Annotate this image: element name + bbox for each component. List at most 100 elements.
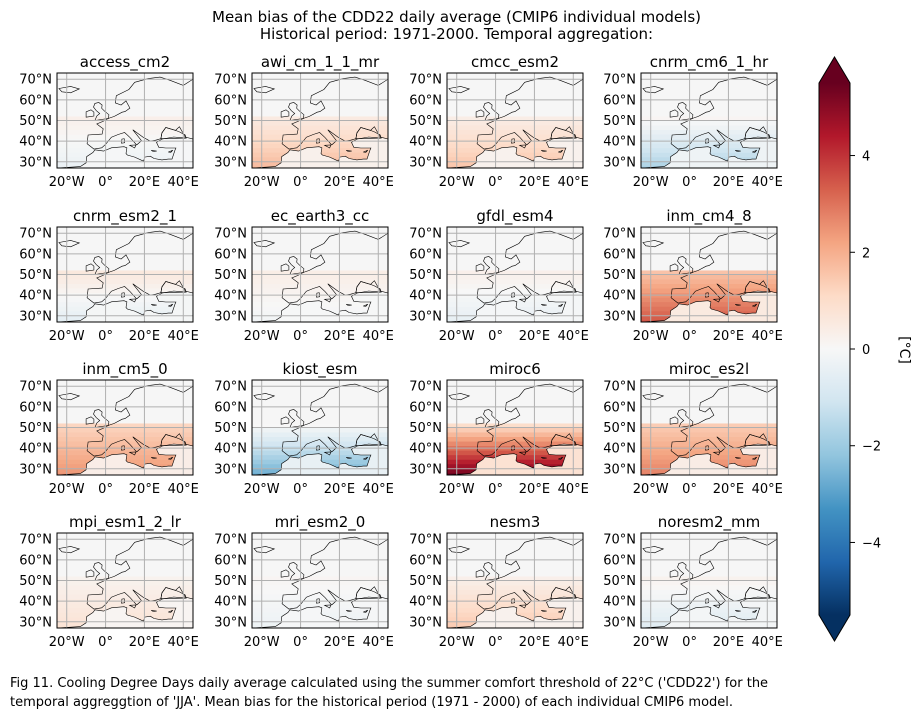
coastline <box>752 456 758 460</box>
coastline <box>744 434 771 447</box>
coastline <box>735 150 741 152</box>
lat-tick-label: 50°N <box>214 114 247 129</box>
map-panel: inm_cm4_8 30°N 40°N 50°N 60°N 70°N 20°W 0° 20°E 4… <box>603 207 783 344</box>
coastline <box>511 445 515 451</box>
colorbar-body <box>819 83 850 615</box>
coastline <box>744 587 771 600</box>
coastline <box>93 102 110 121</box>
map-panel: mri_esm2_0 30°N 40°N 50°N 60°N 70°N 20°W 0° 20°E… <box>214 513 394 650</box>
panel-title: gfdl_esm4 <box>476 207 553 226</box>
coastline <box>346 304 352 306</box>
lat-tick-label: 30°N <box>603 615 636 630</box>
coastline <box>288 409 305 428</box>
bias-band <box>447 274 583 281</box>
lat-tick-label: 30°N <box>409 462 442 477</box>
coastline <box>280 416 290 425</box>
bias-band <box>252 599 388 605</box>
coastline <box>86 536 193 610</box>
coastline <box>85 263 95 272</box>
lon-tick-label: 40°E <box>363 482 394 497</box>
lat-tick-label: 60°N <box>409 93 442 108</box>
lat-tick-label: 30°N <box>214 462 247 477</box>
lon-tick-label: 20°W <box>244 635 280 650</box>
coastline <box>511 292 515 298</box>
coastline <box>160 434 187 447</box>
bias-band <box>447 143 583 149</box>
coastline <box>121 292 125 298</box>
lon-tick-label: 20°W <box>244 175 280 190</box>
coastline <box>253 240 276 248</box>
bias-band <box>641 293 777 299</box>
panel-title: inm_cm4_8 <box>666 207 751 226</box>
lat-tick-label: 60°N <box>603 93 636 108</box>
panel-map-area <box>641 227 777 322</box>
panel-frame <box>446 532 584 629</box>
lon-tick-label: 20°W <box>439 175 475 190</box>
coastline <box>363 609 369 613</box>
coastline <box>550 434 577 447</box>
lat-tick-label: 60°N <box>214 247 247 262</box>
coastline <box>448 86 471 94</box>
lon-tick-label: 40°E <box>363 175 394 190</box>
coastline <box>541 150 547 152</box>
coastline <box>550 281 577 294</box>
coastline <box>316 445 320 451</box>
coastline <box>670 230 777 304</box>
coastline <box>316 138 320 144</box>
lon-tick-label: 0° <box>488 175 503 190</box>
lat-tick-label: 40°N <box>409 135 442 150</box>
coastline <box>151 457 157 459</box>
africa-region <box>57 137 193 168</box>
coastline <box>323 604 332 609</box>
panel-frame <box>56 532 194 629</box>
panel-frame <box>251 226 389 323</box>
bias-band <box>57 450 193 456</box>
lat-tick-label: 30°N <box>214 309 247 324</box>
colorbar-tick-label: 0 <box>862 343 870 358</box>
bias-band <box>57 585 193 591</box>
lat-tick-label: 40°N <box>409 442 442 457</box>
coastline <box>669 569 679 578</box>
coastline <box>705 292 709 298</box>
bias-band <box>447 576 583 582</box>
bias-band <box>641 143 777 149</box>
bias-band <box>252 580 388 587</box>
lat-tick-label: 70°N <box>214 73 247 88</box>
colorbar-extend-max <box>819 57 850 83</box>
lat-tick-label: 50°N <box>603 268 636 283</box>
coastline <box>253 393 276 401</box>
lon-tick-label: 0° <box>98 482 113 497</box>
lat-tick-label: 50°N <box>214 574 247 589</box>
panel-title: cnrm_cm6_1_hr <box>650 53 769 72</box>
bias-band <box>447 441 583 447</box>
coastline <box>448 240 471 248</box>
panel-title: nesm3 <box>490 513 541 531</box>
coastline <box>280 109 290 118</box>
coastline <box>776 588 777 600</box>
bias-band <box>252 603 388 609</box>
lat-tick-label: 30°N <box>409 615 442 630</box>
bias-band <box>57 423 193 429</box>
lat-tick-label: 70°N <box>409 533 442 548</box>
panel-frame <box>640 532 778 629</box>
lat-tick-label: 70°N <box>603 380 636 395</box>
coastline <box>288 562 305 581</box>
coastline <box>363 456 369 460</box>
panel-map-area <box>641 380 777 475</box>
lat-tick-label: 60°N <box>214 400 247 415</box>
lon-tick-label: 20°W <box>633 482 669 497</box>
colorbar-tick-label: 2 <box>862 246 870 261</box>
lon-tick-label: 40°E <box>168 482 199 497</box>
lon-tick-label: 40°E <box>558 175 589 190</box>
africa-region <box>641 444 777 475</box>
colorbar-label: [°C] <box>896 336 912 364</box>
lat-tick-label: 50°N <box>19 114 52 129</box>
lon-tick-label: 20°E <box>519 482 550 497</box>
coastline <box>541 304 547 306</box>
bias-band <box>252 293 388 299</box>
panel-frame <box>56 226 194 323</box>
coastline <box>669 416 679 425</box>
lon-tick-label: 20°E <box>519 175 550 190</box>
coastline <box>518 144 527 149</box>
coastline <box>86 230 193 304</box>
